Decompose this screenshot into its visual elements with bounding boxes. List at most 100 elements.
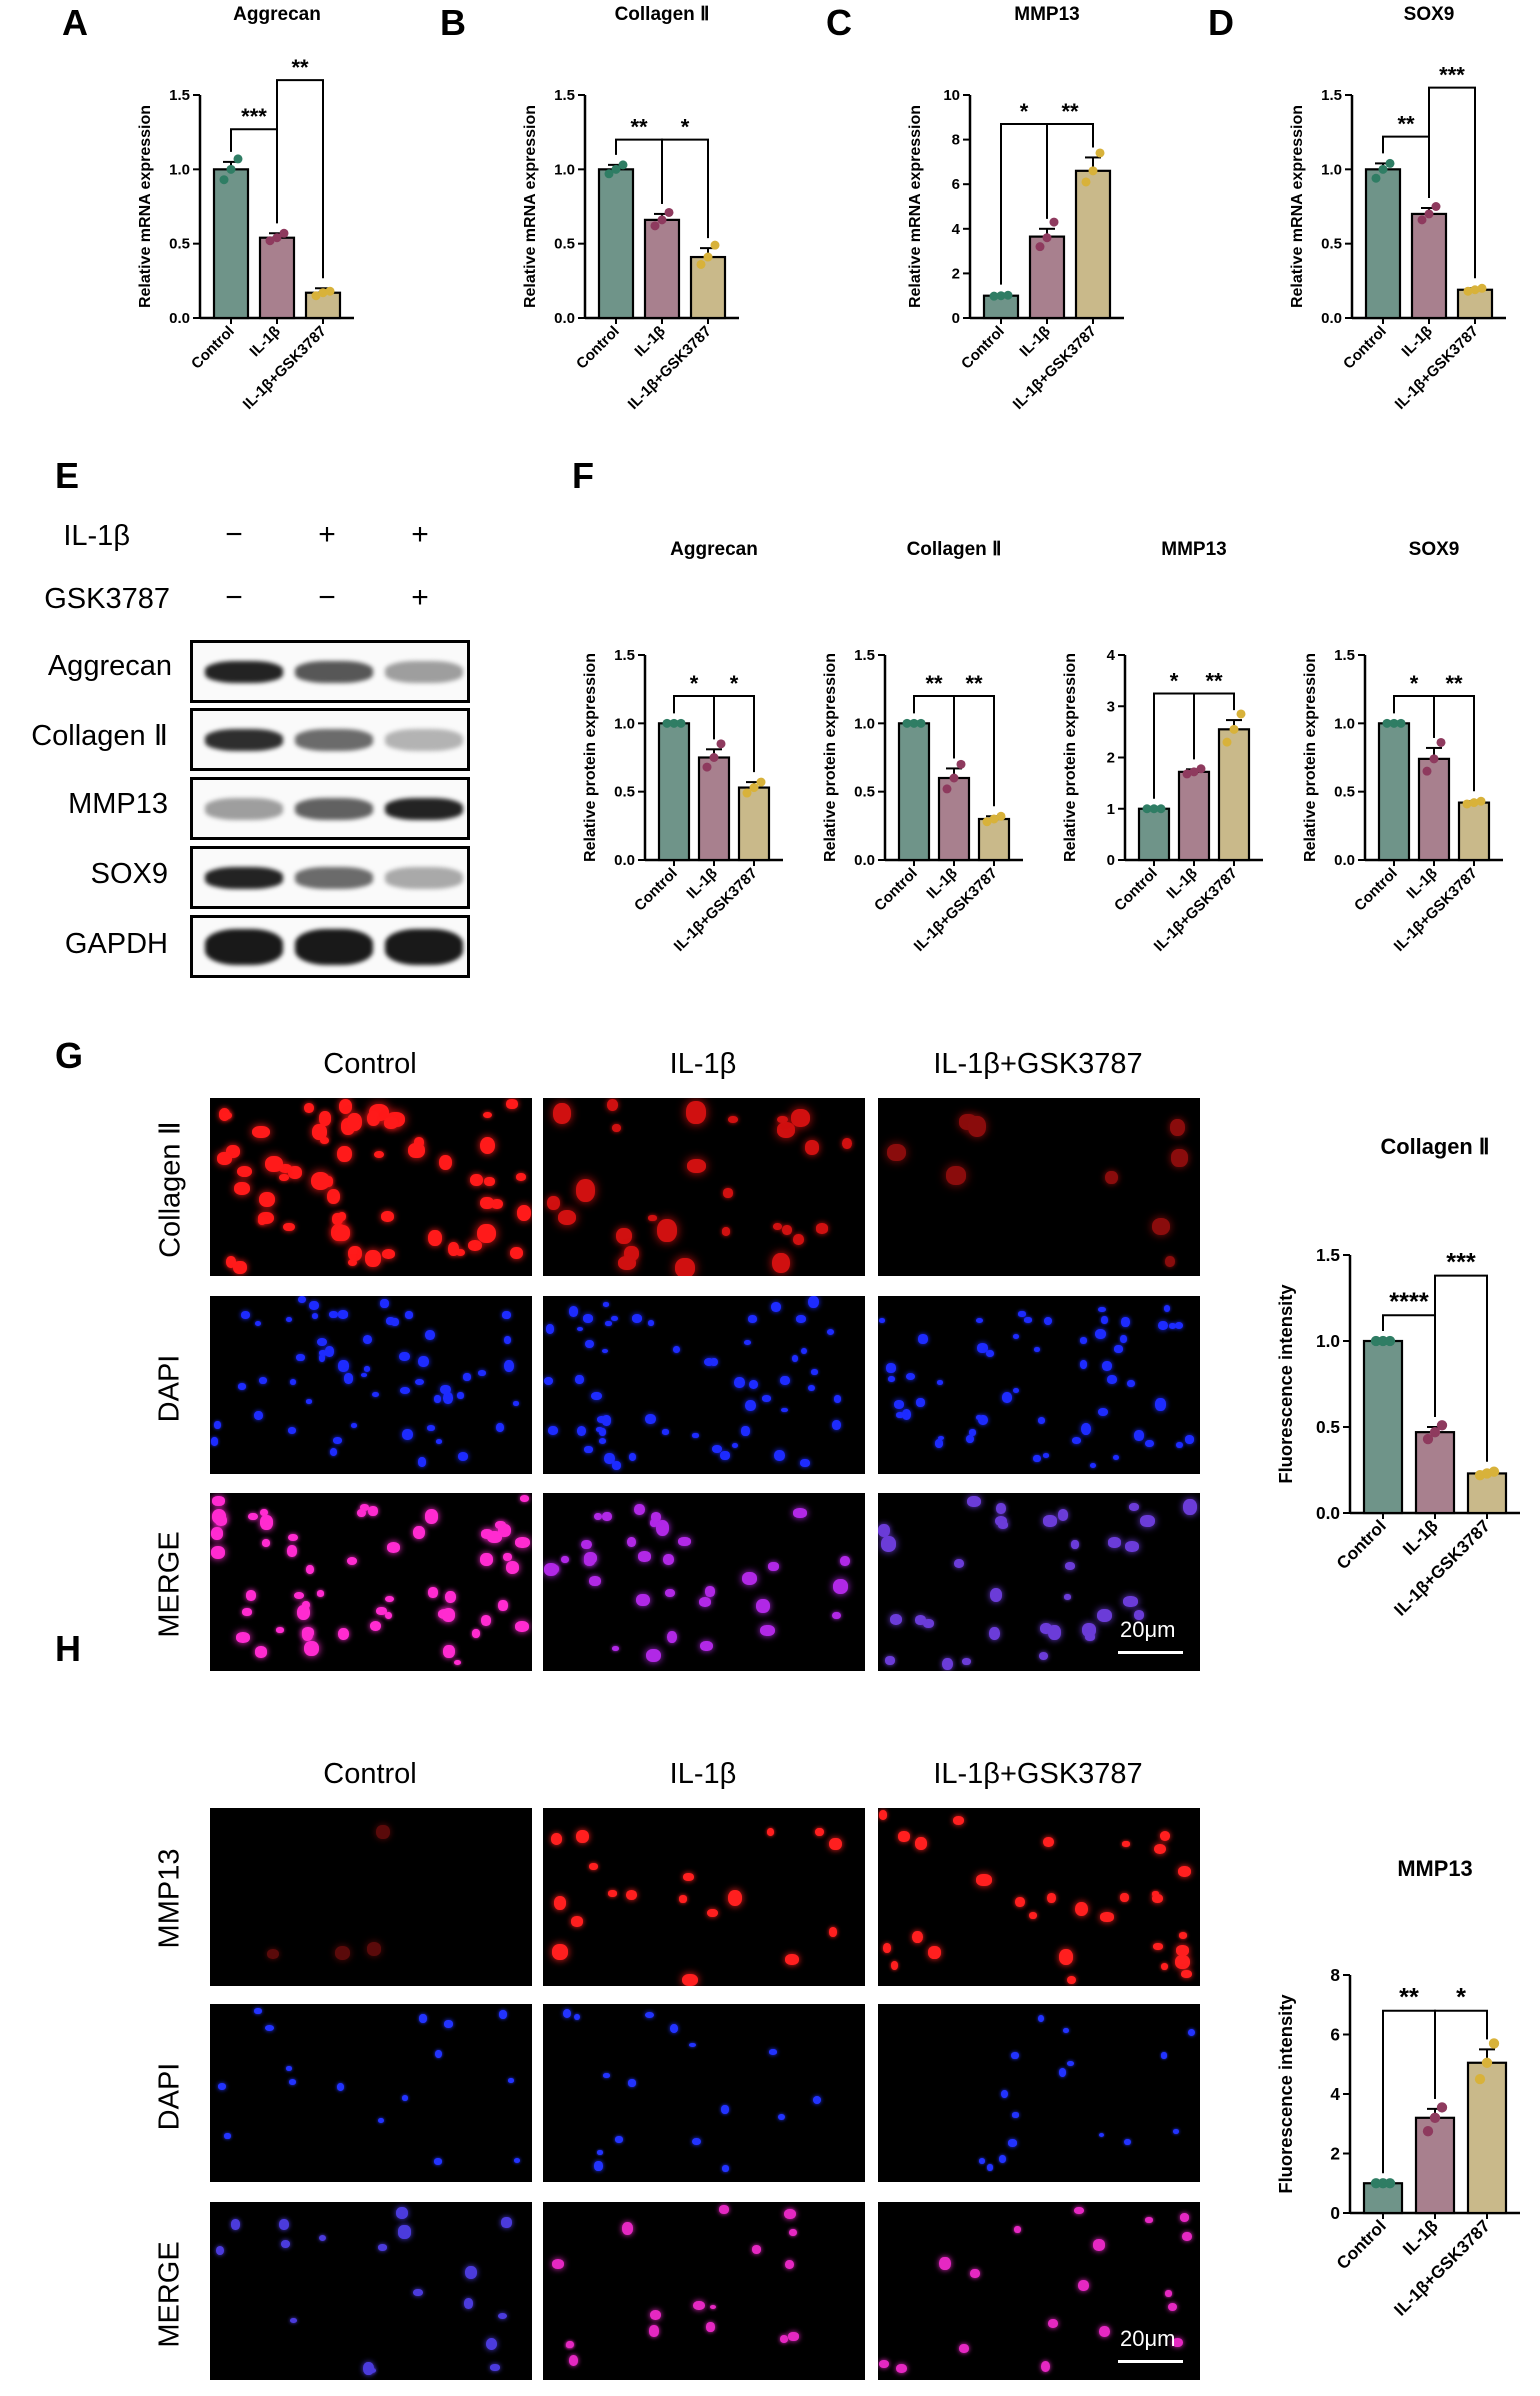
- significance-label: **: [1061, 99, 1079, 124]
- data-point: [1422, 766, 1432, 776]
- blot-band: [205, 728, 283, 751]
- cell: [747, 1314, 757, 1323]
- cell: [427, 1230, 442, 1247]
- cell: [1093, 2239, 1106, 2252]
- cell: [648, 1320, 655, 1327]
- cell: [1080, 1337, 1088, 1344]
- cell: [266, 1949, 279, 1960]
- cell: [628, 2079, 636, 2087]
- y-tick-label: 1.0: [554, 161, 575, 178]
- significance-label: ***: [241, 104, 267, 129]
- cell: [1163, 1305, 1171, 1312]
- cell: [768, 2049, 777, 2055]
- cell: [1173, 2129, 1180, 2135]
- data-point: [996, 811, 1006, 821]
- cell: [883, 1942, 892, 1953]
- cell: [377, 2243, 387, 2251]
- x-tick-label: IL-1β+GSK3787: [240, 323, 330, 413]
- cell: [440, 1384, 451, 1395]
- cell: [768, 1562, 779, 1571]
- cell: [596, 1416, 607, 1423]
- cell: [937, 1435, 944, 1441]
- cell: [895, 2364, 907, 2374]
- cell: [1127, 1379, 1135, 1388]
- micrograph: [210, 1296, 532, 1474]
- y-tick-label: 1.0: [1316, 1331, 1340, 1351]
- cell: [306, 1399, 313, 1404]
- chart-sox9-mrna: SOX9 Relative mRNA expression 0.0 0.5 1.0 1.5…: [1289, 4, 1506, 413]
- cell: [969, 1429, 976, 1436]
- cell: [570, 1916, 583, 1927]
- cell: [434, 1394, 442, 1403]
- cell: [334, 1225, 350, 1242]
- x-tick-label: IL-1β: [1403, 865, 1440, 902]
- cell: [888, 1375, 896, 1382]
- blot-band: [385, 928, 463, 965]
- cell: [1122, 1841, 1130, 1847]
- cell: [1160, 1962, 1169, 1970]
- cell: [605, 1321, 612, 1327]
- y-axis-label: Relative mRNA expression: [522, 105, 539, 308]
- cell: [332, 1437, 343, 1445]
- cell: [602, 1415, 612, 1426]
- cell: [1108, 1537, 1121, 1548]
- significance-bracket: [1428, 86, 1476, 279]
- significance-label: **: [1397, 112, 1415, 137]
- cell: [1124, 2138, 1131, 2146]
- cell: [398, 1352, 410, 1362]
- y-tick-label: 0.5: [1321, 236, 1342, 253]
- cell: [281, 2239, 291, 2249]
- cell: [997, 1521, 1009, 1529]
- cell: [427, 1424, 436, 1431]
- cell: [545, 1324, 555, 1334]
- cell: [744, 1399, 756, 1412]
- bar: [258, 236, 296, 320]
- cell: [1037, 1417, 1046, 1424]
- significance-label: **: [1445, 671, 1463, 696]
- cell: [675, 1257, 696, 1276]
- wb-protein-label: Collagen Ⅱ: [31, 720, 168, 752]
- cell: [362, 1334, 373, 1345]
- y-tick-label: 2: [1107, 750, 1115, 767]
- cell: [663, 1553, 675, 1565]
- cell: [318, 1111, 331, 1126]
- y-tick-label: 1.0: [854, 715, 875, 732]
- x-tick-label: Control: [1332, 2216, 1390, 2274]
- y-axis-label: Relative mRNA expression: [1289, 105, 1306, 308]
- cell: [301, 1626, 315, 1638]
- panel-letter-h: H: [55, 1628, 81, 1669]
- cell: [1037, 2014, 1044, 2023]
- cell: [588, 1576, 601, 1587]
- cell: [966, 1435, 975, 1444]
- blot-band: [295, 928, 373, 965]
- cell: [669, 2024, 679, 2034]
- cell: [337, 1145, 353, 1163]
- data-point: [996, 291, 1006, 301]
- chart-mmp13-protein: MMP13 Relative protein expression 0 1 2 3 4 Con…: [1062, 539, 1263, 955]
- cell: [386, 1542, 401, 1553]
- cell: [279, 2219, 289, 2230]
- cell: [287, 1165, 302, 1179]
- cell: [776, 1115, 788, 1124]
- cell: [413, 2288, 423, 2297]
- cell: [435, 1438, 443, 1444]
- cell: [515, 1620, 529, 1632]
- data-point: [1488, 1466, 1500, 1477]
- cell: [1067, 2060, 1075, 2066]
- data-point: [1382, 718, 1392, 728]
- cell: [627, 1536, 637, 1547]
- cell: [338, 1099, 353, 1115]
- cell: [319, 1354, 326, 1362]
- x-tick-label: IL-1β+GSK3787: [1392, 323, 1482, 413]
- cell: [385, 1595, 395, 1603]
- data-point: [618, 160, 628, 170]
- cell: [781, 1224, 792, 1236]
- cell: [289, 1379, 296, 1386]
- cell: [1169, 1323, 1177, 1329]
- cell: [878, 2360, 889, 2369]
- row-label: DAPI: [153, 1354, 186, 1423]
- cell: [650, 1518, 659, 1527]
- cell: [498, 2009, 507, 2019]
- cell: [312, 1123, 327, 1140]
- cell: [575, 1374, 584, 1384]
